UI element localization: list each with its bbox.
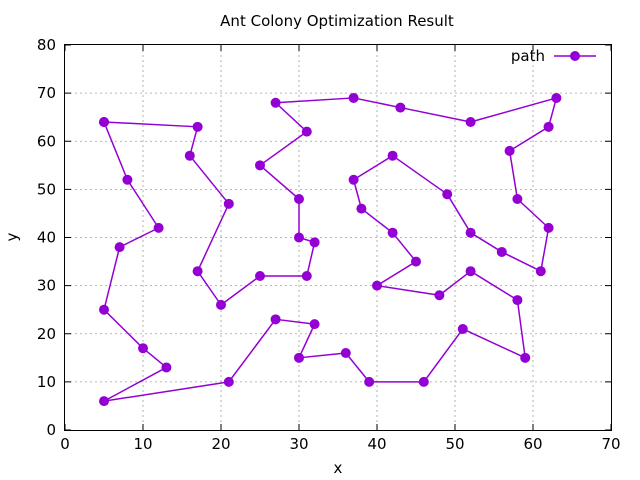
y-tick-label: 40 [37, 229, 56, 247]
data-point [364, 376, 375, 387]
data-point [457, 323, 468, 334]
data-point [442, 189, 453, 200]
data-point [223, 198, 234, 209]
y-tick-label: 60 [37, 132, 56, 150]
data-point [294, 194, 304, 204]
data-point [255, 271, 265, 281]
data-point [418, 376, 429, 387]
data-point [543, 222, 554, 233]
data-point [99, 396, 109, 407]
data-point [301, 126, 312, 137]
data-point [294, 352, 304, 363]
data-point [512, 194, 523, 204]
data-point [255, 160, 265, 171]
data-point [543, 121, 554, 132]
y-tick-label: 20 [37, 325, 56, 343]
data-point [465, 266, 476, 277]
series-path [99, 92, 562, 407]
data-point [270, 314, 281, 325]
data-point [372, 280, 382, 291]
y-tick-label: 0 [46, 421, 56, 439]
data-point [294, 232, 304, 243]
data-point [356, 203, 367, 214]
data-point [216, 299, 226, 310]
data-point [387, 150, 398, 161]
data-point [551, 92, 562, 103]
legend-marker [570, 51, 580, 61]
data-point [138, 343, 148, 354]
data-point [184, 150, 195, 161]
data-point [512, 295, 523, 306]
data-point [192, 121, 203, 132]
plot-frame [64, 44, 612, 431]
legend-label-path: path [511, 47, 545, 65]
x-tick-label: 50 [445, 435, 464, 453]
y-tick-label: 70 [37, 84, 56, 102]
legend: path [511, 47, 596, 65]
y-tick-label: 10 [37, 373, 56, 391]
data-point [99, 304, 109, 315]
data-point [504, 145, 515, 156]
chart-title: Ant Colony Optimization Result [220, 12, 454, 30]
data-point [114, 242, 125, 253]
data-point [223, 376, 234, 387]
data-point [434, 290, 445, 301]
data-point [520, 352, 531, 363]
data-point [161, 362, 172, 373]
grid [65, 45, 611, 430]
data-point [301, 271, 312, 281]
x-tick-label: 20 [211, 435, 230, 453]
data-point [153, 222, 164, 233]
data-point [309, 237, 320, 248]
data-point [348, 174, 359, 185]
data-point [348, 92, 359, 103]
data-point [340, 348, 351, 358]
x-tick-label: 30 [289, 435, 308, 453]
data-point [309, 319, 320, 330]
y-axis-label: y [3, 232, 21, 241]
data-point [387, 227, 398, 238]
series-line [103, 97, 558, 402]
data-point [395, 102, 406, 113]
x-axis-label: x [334, 459, 343, 477]
data-point [270, 97, 281, 108]
x-tick-label: 40 [367, 435, 386, 453]
x-tick-label: 70 [601, 435, 620, 453]
axis-ticks: 0 10 20 30 40 50 60 70 0 10 20 30 40 50 60 70 80 [37, 36, 621, 453]
data-point [122, 174, 133, 185]
x-tick-label: 0 [60, 435, 70, 453]
y-tick-label: 30 [37, 277, 56, 295]
data-point [192, 266, 203, 277]
data-point [535, 266, 546, 277]
x-tick-label: 60 [523, 435, 542, 453]
y-tick-label: 80 [37, 36, 56, 54]
data-point [411, 256, 421, 267]
data-point [496, 246, 507, 257]
y-tick-label: 50 [37, 180, 56, 198]
x-tick-label: 10 [133, 435, 152, 453]
data-point [465, 117, 476, 127]
data-point [99, 117, 109, 127]
data-point [465, 227, 476, 238]
